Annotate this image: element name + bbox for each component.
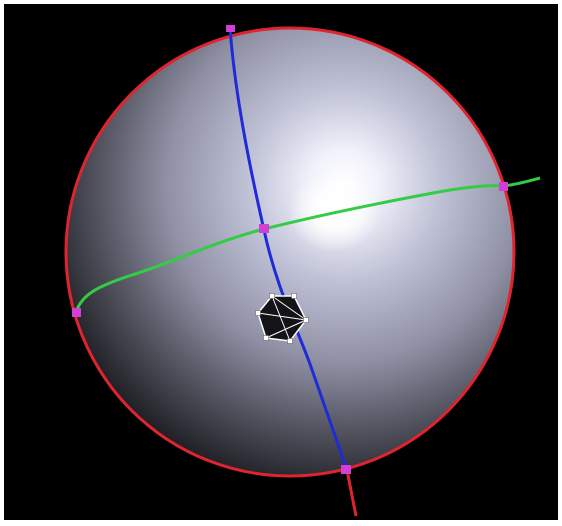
- intersection-markers: [72, 25, 508, 474]
- marker-top[interactable]: [226, 25, 235, 32]
- vertex-handle[interactable]: [255, 310, 261, 316]
- vertex-handle[interactable]: [263, 335, 269, 341]
- marker-bottom[interactable]: [341, 465, 351, 474]
- vertex-handle[interactable]: [291, 293, 297, 299]
- vertex-handle[interactable]: [269, 293, 275, 299]
- polygon-vertex-handles: [255, 293, 309, 344]
- sphere: [66, 28, 514, 476]
- marker-left[interactable]: [72, 308, 81, 317]
- vertex-handle[interactable]: [303, 317, 309, 323]
- meridian-curve[interactable]: [228, 27, 349, 471]
- outline-tail: [345, 469, 358, 517]
- polygon-spokes: [257, 295, 307, 342]
- vertex-handle[interactable]: [287, 338, 293, 344]
- marker-center[interactable]: [259, 224, 269, 233]
- marker-right[interactable]: [499, 182, 508, 191]
- sphere-scene[interactable]: [4, 4, 558, 520]
- render-viewport: [4, 4, 558, 520]
- polygon-control[interactable]: [255, 293, 309, 344]
- outline-circle[interactable]: [64, 26, 516, 478]
